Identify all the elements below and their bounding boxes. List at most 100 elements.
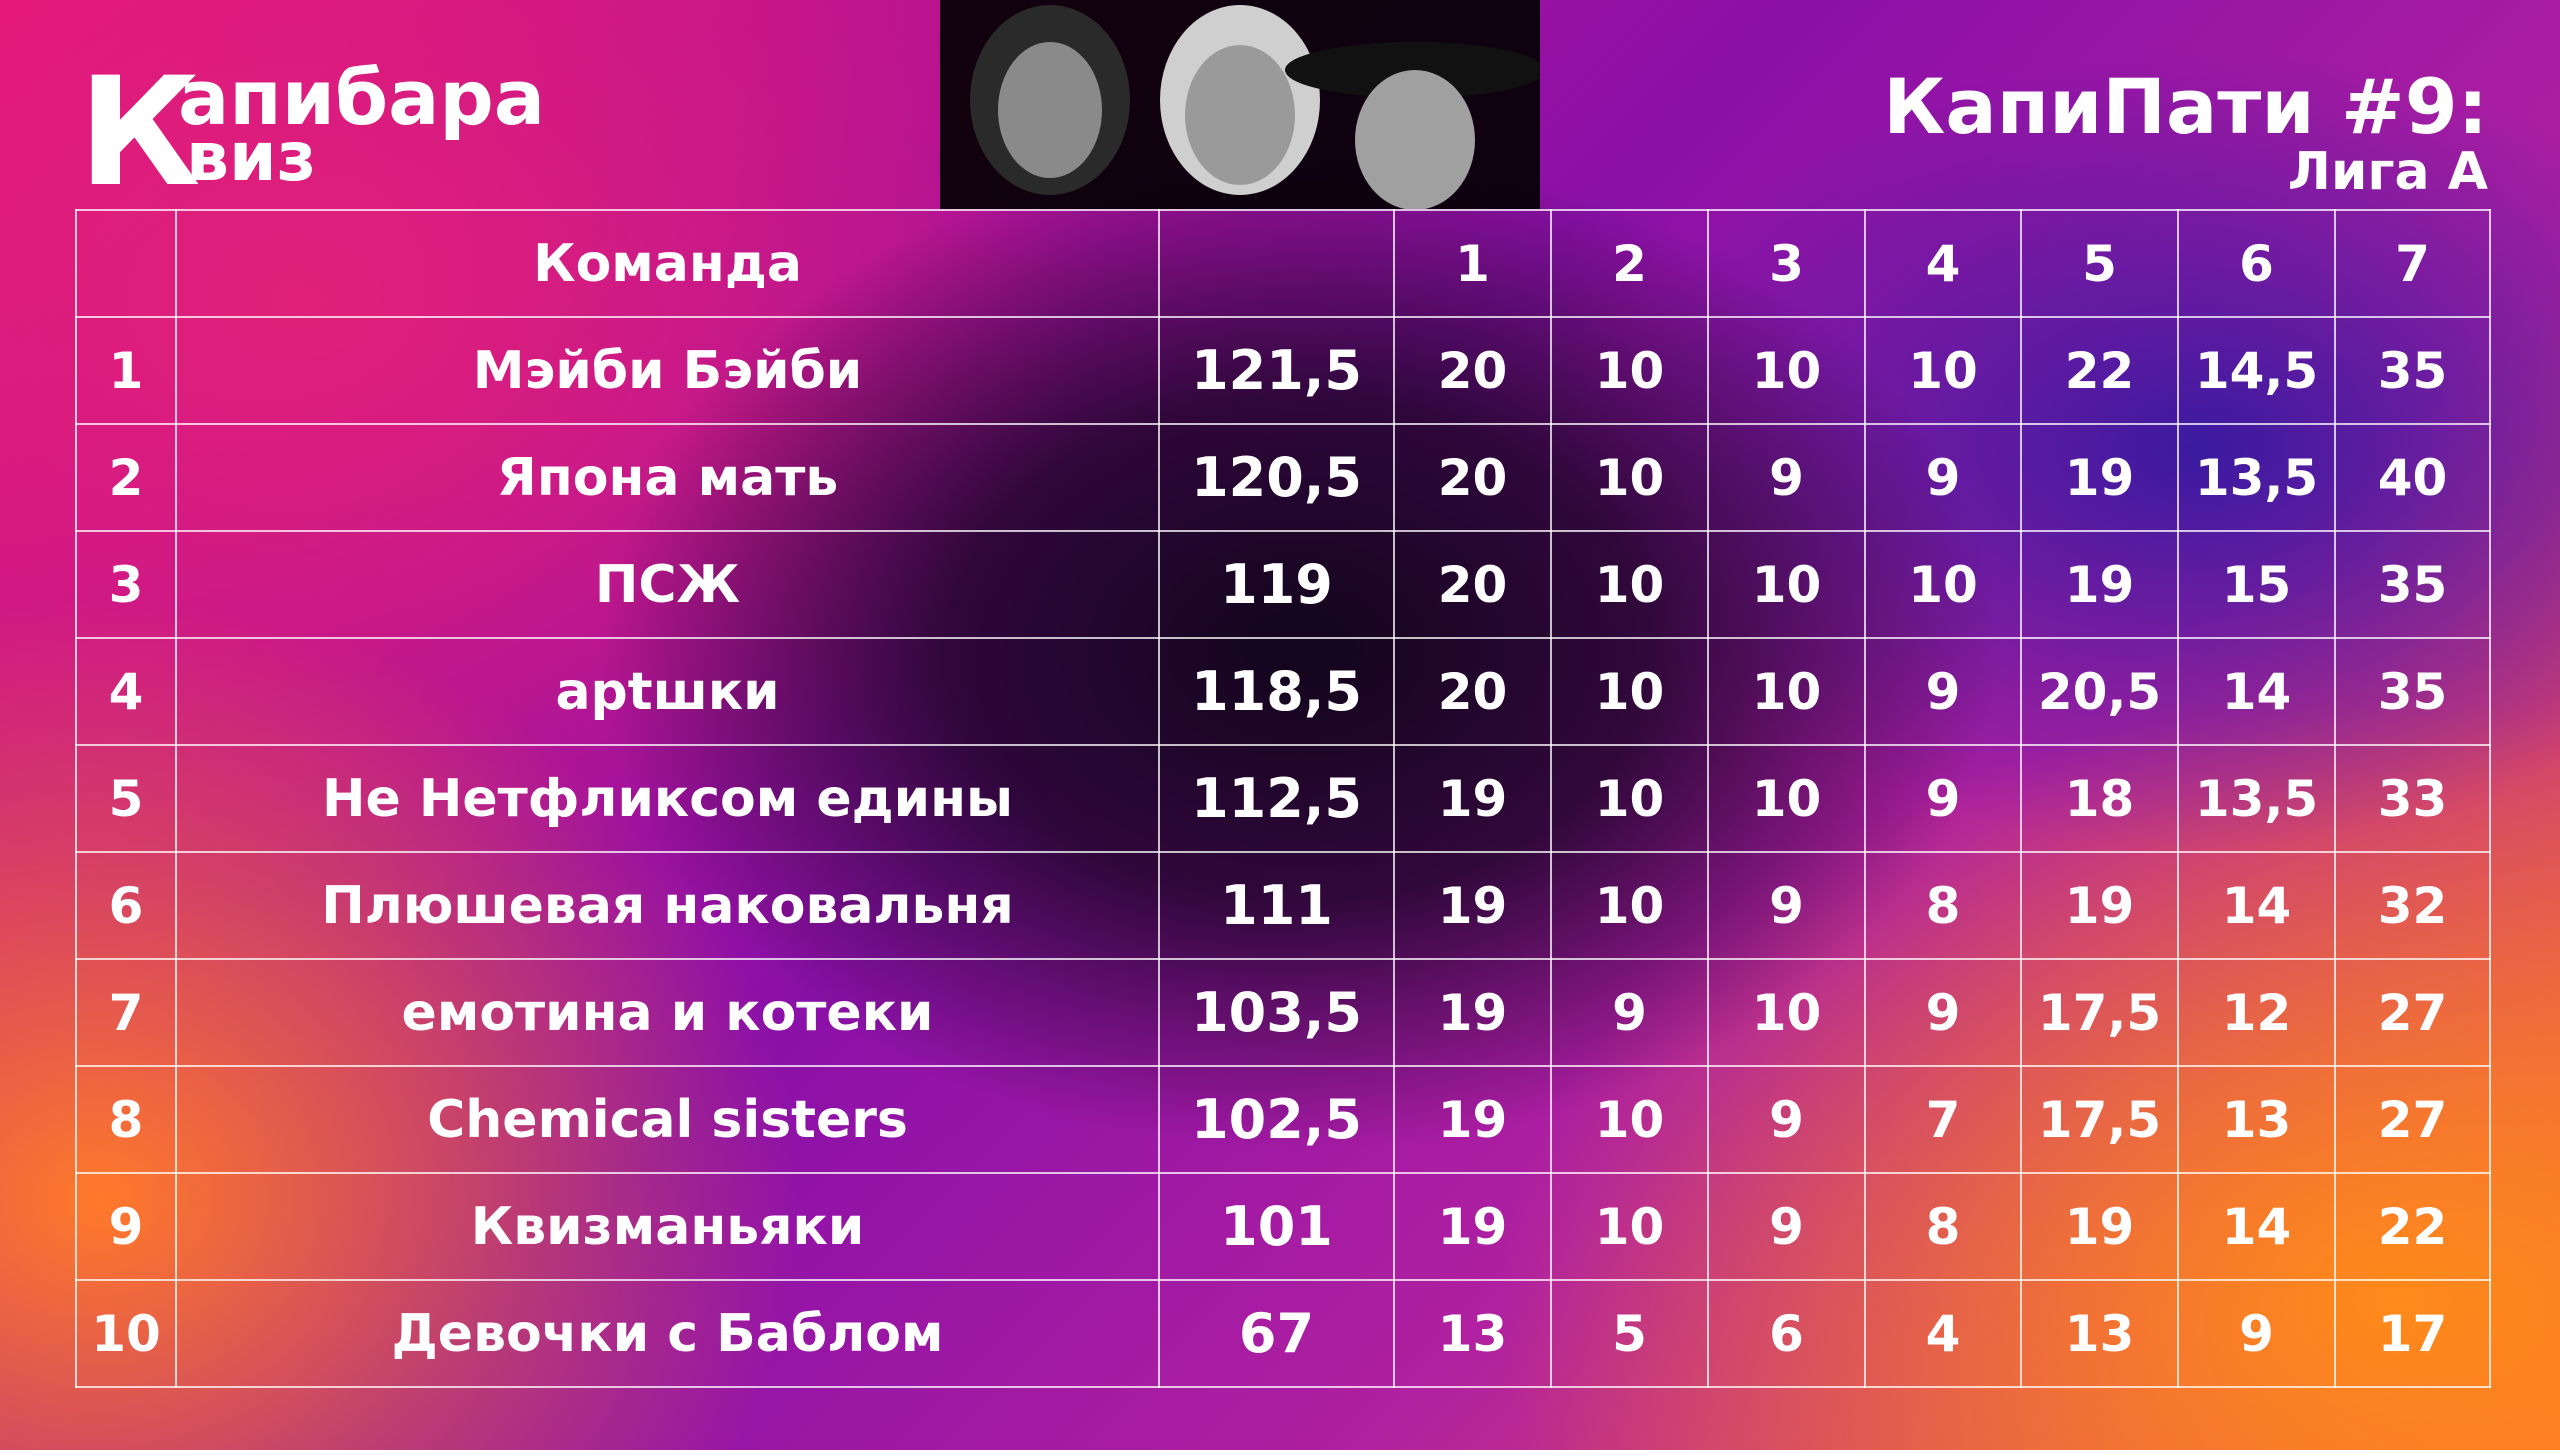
score-cell: 14 [2177, 1172, 2336, 1281]
score-cell: 10 [1864, 530, 2022, 639]
table-row: 7 емотина и котеки 103,5 19 9 10 9 17,5 12 27 [75, 958, 2491, 1067]
header-cell: 1 [1393, 209, 1552, 318]
score-cell: 10 [1550, 316, 1709, 425]
score-cell: 8 [1864, 851, 2022, 960]
table-row: 2 Япона мать 120,5 20 10 9 9 19 13,5 40 [75, 423, 2491, 532]
score-cell: 20 [1393, 423, 1552, 532]
score-cell: 35 [2334, 637, 2491, 746]
header-cell: Команда [175, 209, 1160, 318]
table-row: 3 ПСЖ 119 20 10 10 10 19 15 35 [75, 530, 2491, 639]
total-cell: 112,5 [1158, 744, 1395, 853]
table-row: 1 Мэйби Бэйби 121,5 20 10 10 10 22 14,5 35 [75, 316, 2491, 425]
header-cell: 2 [1550, 209, 1709, 318]
score-cell: 17,5 [2020, 958, 2179, 1067]
score-cell: 14 [2177, 851, 2336, 960]
score-cell: 6 [1707, 1279, 1866, 1388]
score-cell: 10 [1707, 958, 1866, 1067]
logo-letter: К [78, 46, 201, 220]
score-cell: 15 [2177, 530, 2336, 639]
score-cell: 10 [1550, 1172, 1709, 1281]
photos [940, 0, 1540, 209]
score-cell: 35 [2334, 530, 2491, 639]
score-cell: 9 [1707, 1065, 1866, 1174]
score-cell: 9 [1864, 423, 2022, 532]
logo-text: апибара [178, 53, 546, 142]
score-cell: 35 [2334, 316, 2491, 425]
score-cell: 22 [2020, 316, 2179, 425]
score-cell: 27 [2334, 958, 2491, 1067]
place-cell: 5 [75, 744, 177, 853]
photo [1185, 45, 1295, 185]
total-cell: 118,5 [1158, 637, 1395, 746]
score-cell: 19 [1393, 1172, 1552, 1281]
score-cell: 10 [1707, 316, 1866, 425]
score-cell: 33 [2334, 744, 2491, 853]
place-cell: 1 [75, 316, 177, 425]
score-cell: 19 [1393, 851, 1552, 960]
total-cell: 102,5 [1158, 1065, 1395, 1174]
score-cell: 9 [1707, 851, 1866, 960]
header-cell: 5 [2020, 209, 2179, 318]
score-cell: 14,5 [2177, 316, 2336, 425]
total-cell: 120,5 [1158, 423, 1395, 532]
score-cell: 19 [1393, 1065, 1552, 1174]
score-cell: 10 [1550, 1065, 1709, 1174]
team-cell: Chemical sisters [175, 1065, 1160, 1174]
score-cell: 10 [1550, 851, 1709, 960]
score-cell: 20 [1393, 637, 1552, 746]
score-cell: 19 [1393, 744, 1552, 853]
title: КапиПати #9: [1883, 62, 2488, 151]
table-row: 9 Квизманьяки 101 19 10 9 8 19 14 22 [75, 1172, 2491, 1281]
score-cell: 10 [1550, 530, 1709, 639]
header-cell: 7 [2334, 209, 2491, 318]
score-cell: 40 [2334, 423, 2491, 532]
team-cell: Не Нетфликсом едины [175, 744, 1160, 853]
score-cell: 10 [1707, 530, 1866, 639]
score-cell: 13 [1393, 1279, 1552, 1388]
score-cell: 13,5 [2177, 423, 2336, 532]
header-cell [75, 209, 177, 318]
table-row: 10 Девочки с Баблом 67 13 5 6 4 13 9 17 [75, 1279, 2491, 1388]
score-cell: 19 [2020, 1172, 2179, 1281]
score-cell: 4 [1864, 1279, 2022, 1388]
place-cell: 7 [75, 958, 177, 1067]
team-cell: Квизманьяки [175, 1172, 1160, 1281]
score-cell: 13,5 [2177, 744, 2336, 853]
score-cell: 19 [2020, 851, 2179, 960]
total-cell: 111 [1158, 851, 1395, 960]
score-cell: 9 [1864, 637, 2022, 746]
table-row: 4 арtшки 118,5 20 10 10 9 20,5 14 35 [75, 637, 2491, 746]
score-cell: 9 [1707, 1172, 1866, 1281]
score-cell: 22 [2334, 1172, 2491, 1281]
score-cell: 13 [2020, 1279, 2179, 1388]
photo [1355, 70, 1475, 209]
total-cell: 103,5 [1158, 958, 1395, 1067]
score-cell: 12 [2177, 958, 2336, 1067]
score-cell: 8 [1864, 1172, 2022, 1281]
score-cell: 10 [1707, 744, 1866, 853]
place-cell: 8 [75, 1065, 177, 1174]
score-cell: 7 [1864, 1065, 2022, 1174]
place-cell: 2 [75, 423, 177, 532]
team-cell: арtшки [175, 637, 1160, 746]
score-cell: 20 [1393, 530, 1552, 639]
score-cell: 17,5 [2020, 1065, 2179, 1174]
total-cell: 121,5 [1158, 316, 1395, 425]
table-row: Команда 1 2 3 4 5 6 7 [75, 209, 2491, 318]
team-cell: Мэйби Бэйби [175, 316, 1160, 425]
header-cell: 4 [1864, 209, 2022, 318]
header-cell: 6 [2177, 209, 2336, 318]
photo [998, 42, 1102, 178]
total-cell: 67 [1158, 1279, 1395, 1388]
table-row: 6 Плюшевая наковальня 111 19 10 9 8 19 14 32 [75, 851, 2491, 960]
team-cell: емотина и котеки [175, 958, 1160, 1067]
score-cell: 10 [1550, 637, 1709, 746]
score-cell: 10 [1550, 744, 1709, 853]
score-cell: 20 [1393, 316, 1552, 425]
place-cell: 4 [75, 637, 177, 746]
score-cell: 9 [1864, 744, 2022, 853]
score-cell: 20,5 [2020, 637, 2179, 746]
score-cell: 9 [2177, 1279, 2336, 1388]
score-cell: 19 [1393, 958, 1552, 1067]
photo [1285, 42, 1540, 98]
